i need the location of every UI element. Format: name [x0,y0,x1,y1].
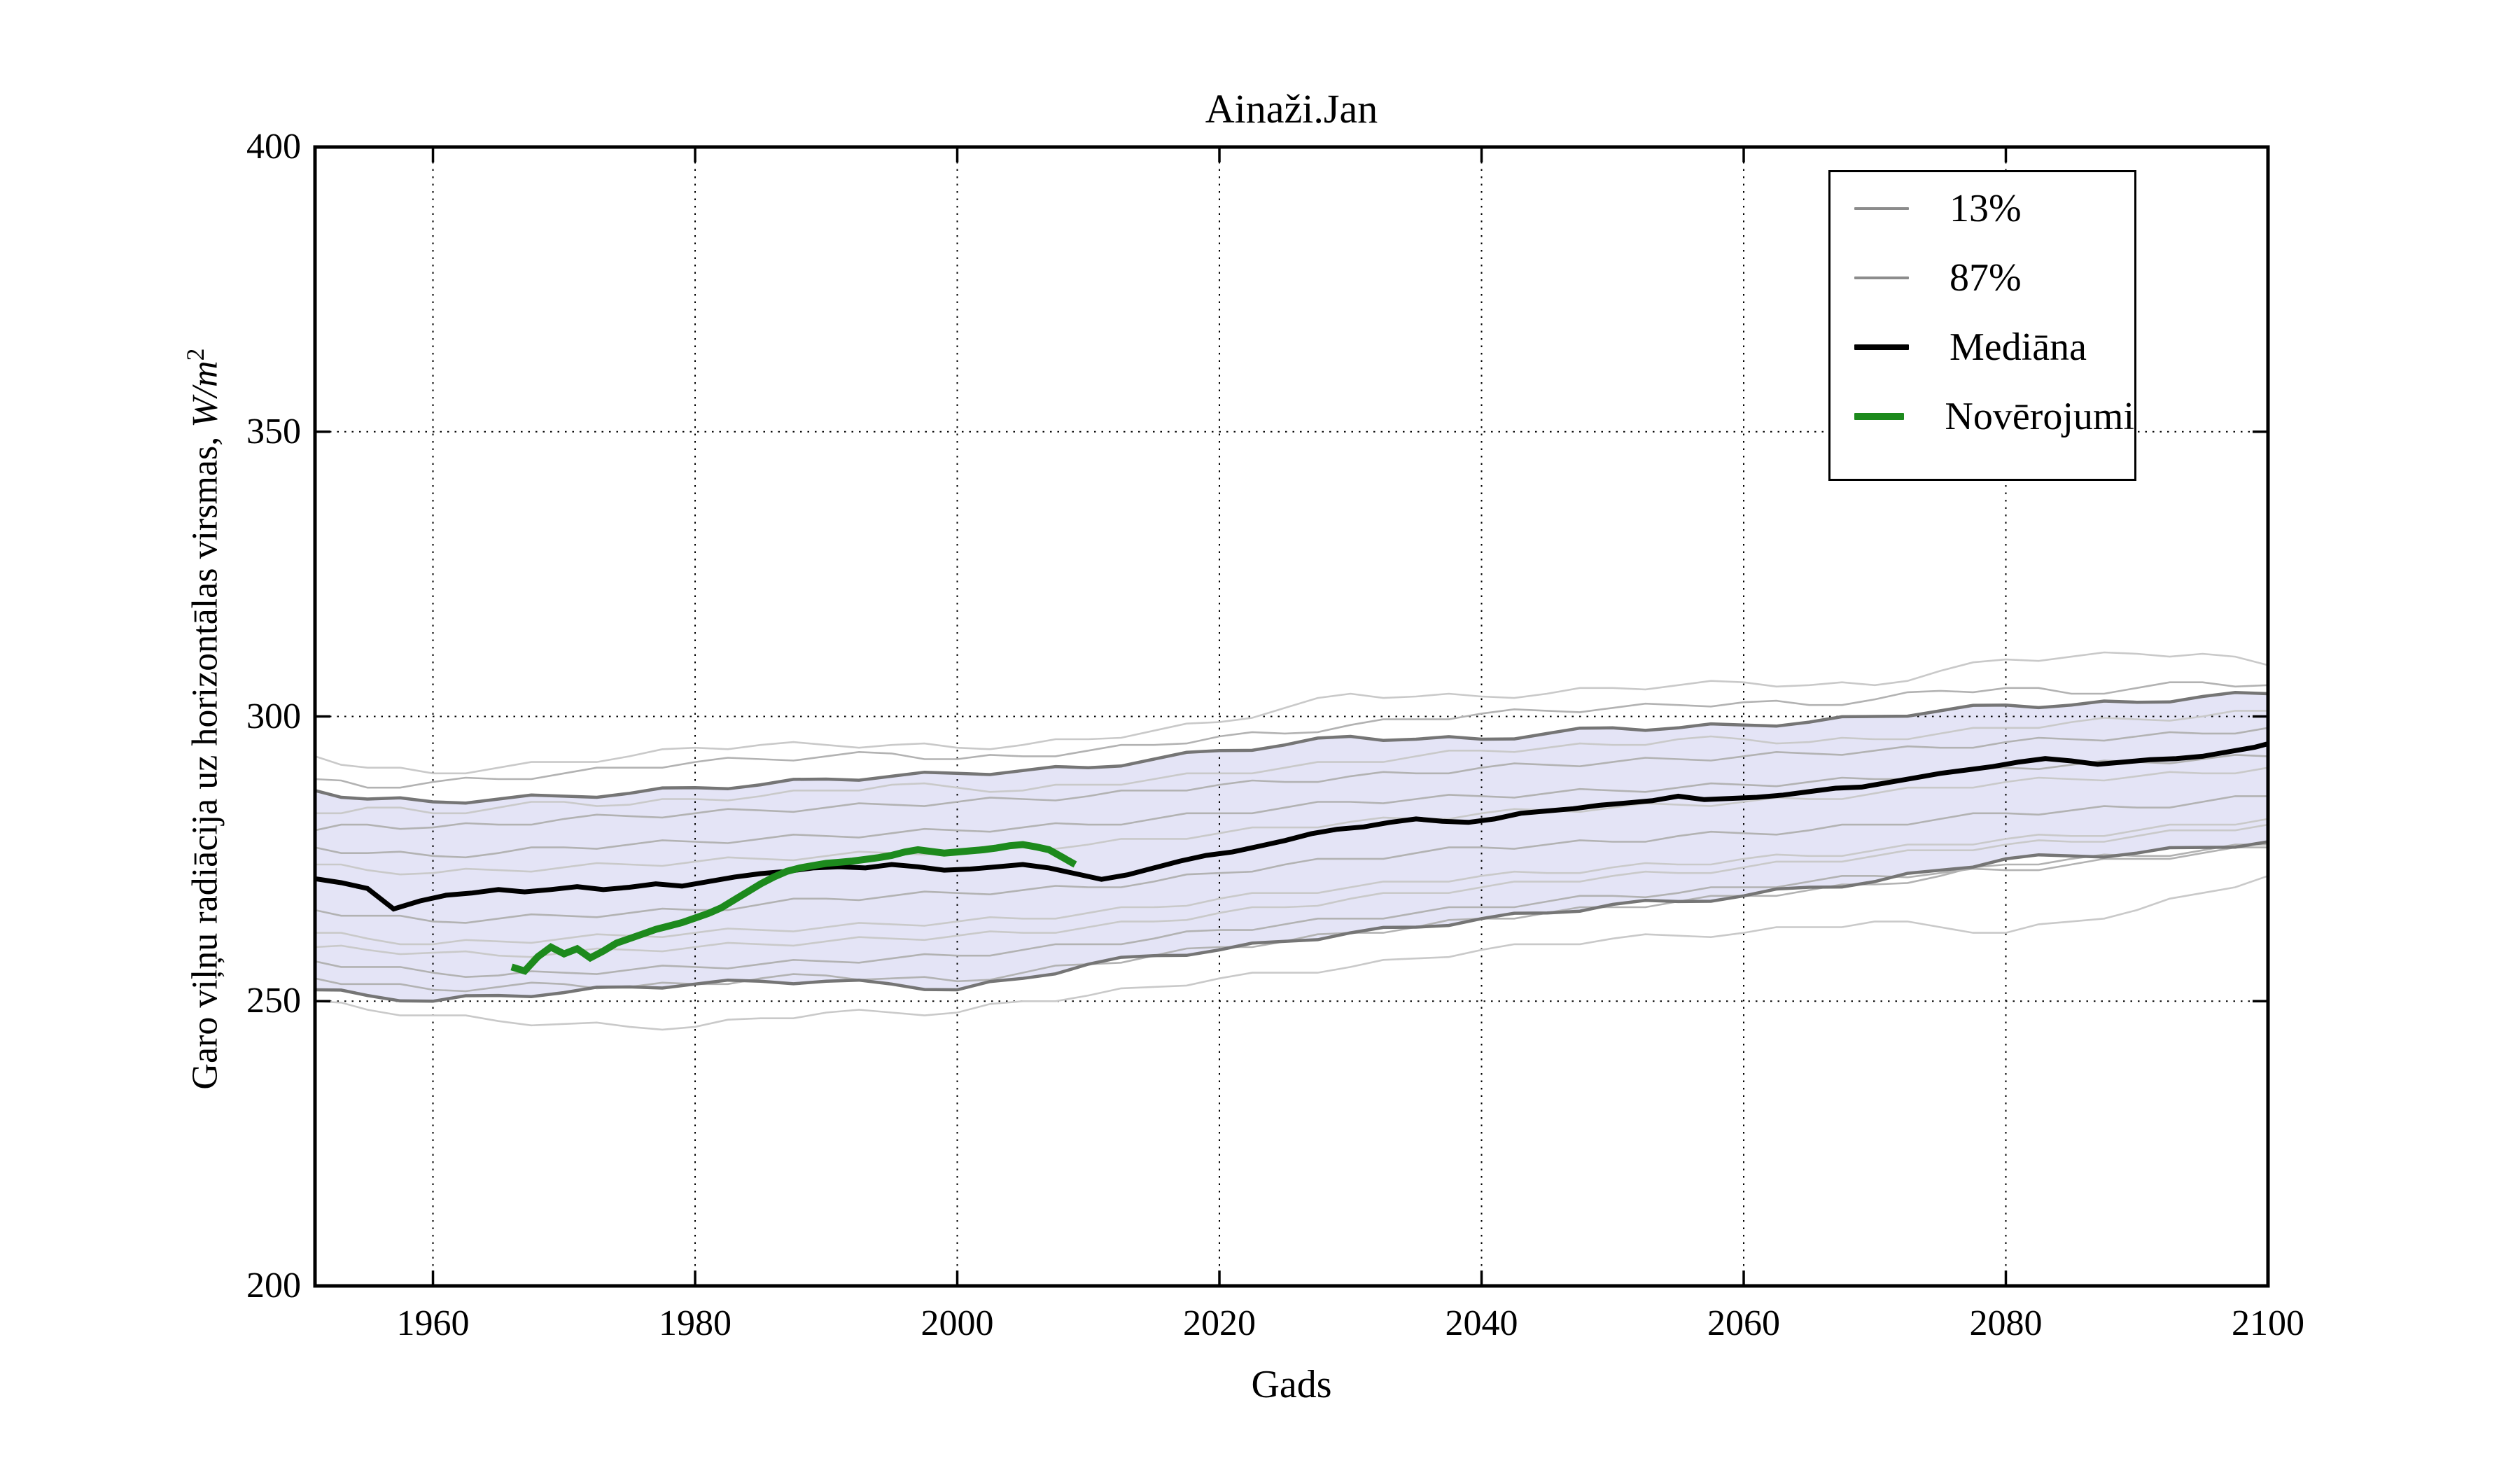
x-tick-label-1980: 1980 [659,1303,732,1343]
x-tick-label-2000: 2000 [920,1303,994,1343]
x-axis-label: Gads [1251,1363,1332,1406]
legend-line-sample-87pct [1854,276,1909,279]
x-tick-label-2060: 2060 [1707,1303,1780,1343]
legend-label-13pct: 13% [1949,186,2022,230]
y-axis-label-units-exponent: 2 [181,348,209,361]
legend-item-noverojumi: Novērojumi [1854,382,2134,451]
x-tick-label-2100: 2100 [2232,1303,2304,1343]
percentile-13-line [314,840,2269,1003]
percentile-band-fill [315,692,2268,1002]
model-run-3-line [315,710,2268,815]
y-tick-label-200: 200 [246,1266,301,1306]
legend-line-sample-13pct [1854,206,1909,210]
y-tick-label-250: 250 [246,981,301,1021]
y-tick-label-350: 350 [246,411,301,451]
legend-label-noverojumi: Novērojumi [1945,394,2134,438]
observations-line [510,841,1077,975]
model-run-4-line [314,727,2269,832]
median-line [314,741,2269,912]
x-tick-label-2020: 2020 [1183,1303,1256,1343]
chart-title: Ainaži.Jan [1205,86,1378,132]
x-tick-label-2040: 2040 [1445,1303,1518,1343]
legend-item-13pct: 13% [1854,174,2134,243]
legend-label-87pct: 87% [1949,255,2022,300]
legend-item-87pct: 87% [1854,243,2134,312]
x-tick-label-1960: 1960 [396,1303,470,1343]
legend-line-sample-noverojumi [1854,412,1905,420]
y-tick-label-400: 400 [246,127,301,167]
legend-line-sample-mediana [1854,344,1909,350]
model-run-10-line [314,875,2269,1031]
model-run-7-line [314,795,2268,924]
legend-box: 13% 87% Mediāna Novērojumi [1828,170,2136,481]
legend-label-mediana: Mediāna [1949,325,2087,369]
legend-item-mediana: Mediāna [1854,312,2134,382]
model-run-2-line [314,681,2269,789]
model-run-6-line [315,766,2269,876]
model-run-9-line [314,846,2268,979]
model-run-1-line [314,651,2269,775]
x-tick-label-2080: 2080 [1969,1303,2043,1343]
model-run-12-line [314,823,2269,958]
y-tick-label-300: 300 [246,696,301,736]
percentile-87-line [314,691,2269,805]
